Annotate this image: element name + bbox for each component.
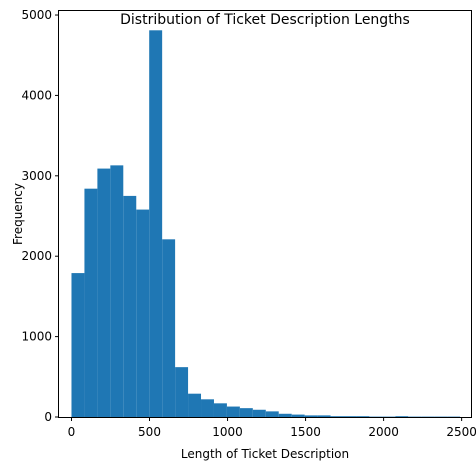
x-tick-label: 500: [138, 425, 161, 439]
histogram-bar: [305, 415, 318, 417]
histogram-bar: [279, 414, 292, 417]
histogram-bar: [136, 210, 149, 417]
y-axis-label: Frequency: [11, 183, 25, 245]
x-axis-label: Length of Ticket Description: [181, 447, 349, 461]
histogram-bar: [292, 415, 305, 417]
histogram-bar: [123, 196, 136, 417]
x-axis-ticks: 0 500 1000 1500 2000 2500: [68, 417, 476, 439]
y-axis-ticks: 0 1000 2000 3000 4000 5000: [21, 8, 59, 424]
y-tick-label: 4000: [21, 88, 52, 102]
x-tick-label: 2000: [368, 425, 399, 439]
histogram-bar: [71, 273, 84, 417]
y-tick-label: 0: [44, 410, 52, 424]
histogram-bar: [175, 367, 188, 417]
chart-title: Distribution of Ticket Description Lengt…: [120, 12, 410, 28]
histogram-bar: [331, 416, 344, 417]
histogram-bar: [84, 189, 97, 417]
histogram-bar: [240, 408, 253, 417]
bars-group: [71, 30, 460, 417]
y-tick-label: 2000: [21, 249, 52, 263]
y-tick-label: 5000: [21, 8, 52, 22]
histogram-bar: [188, 394, 201, 417]
histogram-bar: [253, 410, 266, 417]
histogram-bar: [149, 30, 162, 417]
histogram-bar: [97, 169, 110, 417]
histogram-bar: [318, 415, 331, 417]
y-tick-label: 1000: [21, 330, 52, 344]
histogram-bar: [356, 416, 369, 417]
histogram-bar: [344, 416, 357, 417]
y-tick-label: 3000: [21, 169, 52, 183]
histogram-bar: [162, 239, 175, 417]
histogram-bar: [110, 165, 123, 417]
histogram-bar: [201, 399, 214, 417]
histogram-bar: [395, 416, 408, 417]
x-tick-label: 2500: [446, 425, 476, 439]
histogram-bar: [266, 411, 279, 417]
histogram-bar: [214, 403, 227, 417]
x-tick-label: 0: [68, 425, 76, 439]
x-tick-label: 1500: [290, 425, 321, 439]
x-tick-label: 1000: [212, 425, 243, 439]
histogram-bar: [227, 407, 240, 417]
